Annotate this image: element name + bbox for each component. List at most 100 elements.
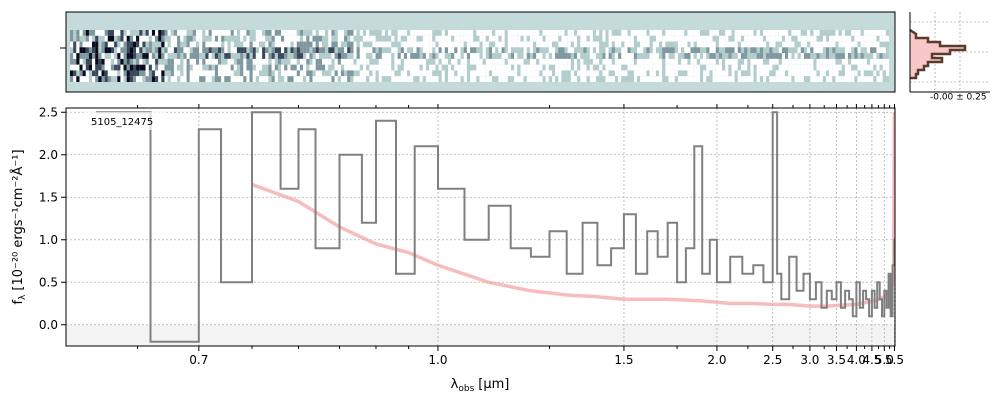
heatmap-cell — [838, 70, 842, 77]
heatmap-cell — [114, 76, 118, 82]
heatmap-cell — [397, 47, 401, 54]
x-axis-label-unit: [μm] — [478, 377, 509, 392]
heatmap-cell — [662, 41, 666, 48]
heatmap-cell — [803, 41, 808, 48]
heatmap-cell — [161, 76, 165, 82]
heatmap-cell — [706, 76, 710, 82]
heatmap-cell — [230, 58, 234, 65]
heatmap-cell — [129, 53, 133, 59]
heatmap-cell — [255, 41, 259, 48]
heatmap-cell — [819, 53, 823, 59]
heatmap-cell — [145, 41, 149, 48]
heatmap-cell — [841, 64, 845, 71]
heatmap-cell — [803, 76, 808, 82]
heatmap-cell — [372, 58, 376, 65]
heatmap-cell — [605, 35, 609, 42]
heatmap-cell — [221, 76, 225, 82]
heatmap-cell — [274, 41, 278, 48]
heatmap-cell — [655, 47, 660, 54]
heatmap-cell — [126, 58, 130, 65]
heatmap-cell — [158, 47, 162, 54]
heatmap-cell — [236, 53, 241, 59]
heatmap-cell — [252, 41, 256, 48]
heatmap-cell — [599, 35, 603, 42]
below-zero-band — [66, 324, 895, 346]
heatmap-cell — [299, 64, 304, 71]
heatmap-cell — [385, 64, 389, 71]
heatmap-cell — [473, 41, 477, 48]
heatmap-cell — [848, 35, 852, 42]
heatmap-cell — [753, 64, 757, 71]
heatmap-cell — [202, 41, 206, 48]
heatmap-cell — [259, 53, 263, 59]
heatmap-cell — [196, 53, 200, 59]
heatmap-cell — [259, 47, 263, 54]
heatmap-cell — [353, 35, 357, 42]
heatmap-cell — [441, 53, 445, 59]
heatmap-cell — [832, 35, 836, 42]
heatmap-cell — [488, 30, 493, 36]
heatmap-cell — [747, 30, 751, 36]
heatmap-cell — [533, 30, 537, 36]
heatmap-cell — [435, 30, 439, 36]
heatmap-cell — [662, 30, 666, 36]
heatmap-cell — [255, 47, 259, 54]
heatmap-cell — [151, 70, 156, 77]
heatmap-cell — [306, 35, 310, 42]
heatmap-cell — [369, 53, 373, 59]
heatmap-cell — [838, 76, 842, 82]
heatmap-cell — [592, 35, 597, 42]
heatmap-cell — [230, 53, 234, 59]
heatmap-cell — [879, 53, 883, 59]
heatmap-cell — [246, 70, 250, 77]
heatmap-cell — [687, 58, 691, 65]
heatmap-cell — [674, 47, 678, 54]
heatmap-cell — [448, 70, 452, 77]
heatmap-cell — [451, 76, 455, 82]
heatmap-cell — [785, 30, 789, 36]
heatmap-cell — [170, 53, 174, 59]
heatmap-cell — [750, 58, 754, 65]
heatmap-cell — [552, 70, 556, 77]
heatmap-cell — [268, 35, 272, 42]
y-axis-label-unit: [10⁻²⁰ ergs⁻¹cm⁻²Å⁻¹] — [10, 149, 26, 290]
heatmap-cell — [240, 76, 244, 82]
heatmap-cell — [79, 41, 83, 48]
heatmap-cell — [706, 47, 710, 54]
heatmap-cell — [731, 70, 735, 77]
heatmap-cell — [788, 64, 792, 71]
heatmap-cell — [791, 41, 795, 48]
heatmap-cell — [693, 35, 697, 42]
heatmap-cell — [359, 35, 363, 42]
heatmap-cell — [375, 47, 379, 54]
heatmap-cell — [514, 30, 518, 36]
heatmap-cell — [296, 64, 300, 71]
heatmap-cell — [763, 70, 767, 77]
heatmap-cell — [870, 47, 874, 54]
heatmap-cell — [347, 76, 351, 82]
heatmap-cell — [819, 47, 823, 54]
heatmap-cell — [158, 53, 162, 59]
heatmap-cell — [876, 70, 880, 77]
heatmap-cell — [391, 76, 395, 82]
heatmap-cell — [772, 47, 776, 54]
heatmap-cell — [769, 47, 773, 54]
heatmap-cell — [293, 64, 297, 71]
heatmap-cell — [570, 70, 574, 77]
heatmap-cell — [183, 64, 187, 71]
heatmap-cell — [526, 58, 530, 65]
heatmap-cell — [407, 70, 411, 77]
heatmap-cell — [167, 30, 171, 36]
heatmap-cell — [463, 30, 467, 36]
heatmap-cell — [136, 53, 140, 59]
heatmap-cell — [791, 30, 795, 36]
heatmap-cell — [624, 76, 628, 82]
heatmap-cell — [555, 70, 559, 77]
heatmap-cell — [482, 64, 486, 71]
heatmap-cell — [841, 41, 845, 48]
heatmap-cell — [690, 53, 694, 59]
heatmap-cell — [133, 70, 137, 77]
heatmap-cell — [763, 76, 767, 82]
heatmap-cell — [76, 30, 80, 36]
heatmap-cell — [444, 47, 448, 54]
